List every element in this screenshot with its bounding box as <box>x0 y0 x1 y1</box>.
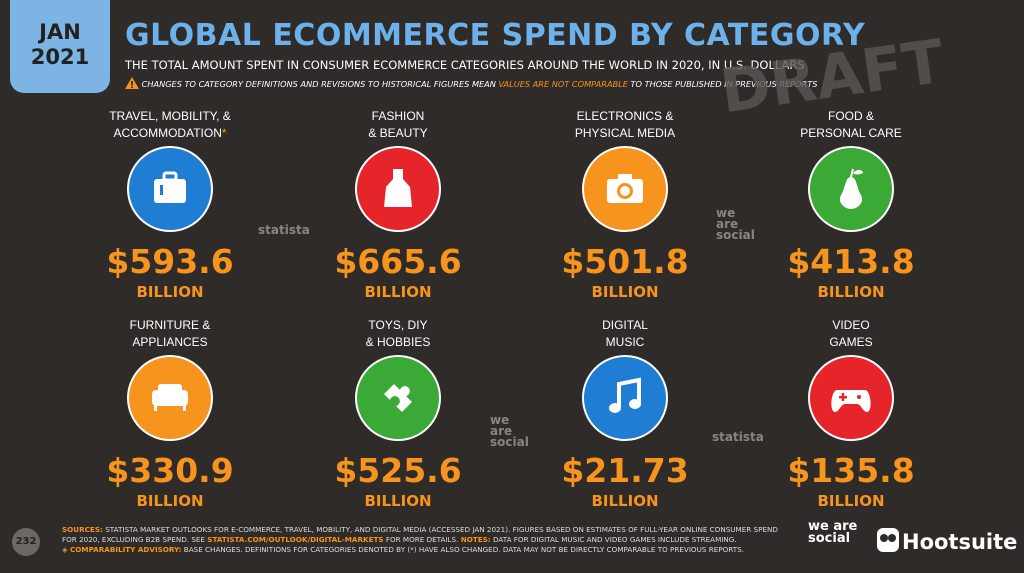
label-line: PERSONAL CARE <box>800 126 902 140</box>
category-value: $593.6 <box>106 242 234 281</box>
label-line: FOOD & <box>827 109 874 123</box>
watermark: statista <box>258 223 310 237</box>
category-unit: BILLION <box>591 492 659 510</box>
label-line: FASHION <box>371 109 425 123</box>
category-label: TOYS, DIY & HOBBIES <box>288 317 508 351</box>
category-tile: VIDEO GAMES $135.8 BILLION <box>741 317 961 511</box>
date-box: JAN 2021 <box>10 0 110 93</box>
category-icon <box>355 146 441 232</box>
hootsuite-owl <box>877 528 899 552</box>
label: NOTES: <box>460 535 491 544</box>
label-line: GAMES <box>829 335 873 349</box>
category-value: $21.73 <box>561 451 689 490</box>
title: GLOBAL ECOMMERCE SPEND BY CATEGORY <box>125 18 866 53</box>
label-line: MUSIC <box>605 335 645 349</box>
warning-text: CHANGES TO CATEGORY DEFINITIONS AND REVI… <box>141 79 499 89</box>
label-line: FURNITURE & <box>129 318 211 332</box>
label-line: & BEAUTY <box>368 126 428 140</box>
warning-text: TO THOSE PUBLISHED IN PREVIOUS REPORTS <box>627 79 818 89</box>
logo-hootsuite: Hootsuite <box>902 530 1018 554</box>
label-line: TRAVEL, MOBILITY, & <box>109 109 231 123</box>
category-icon <box>808 146 894 232</box>
category-label: VIDEO GAMES <box>741 317 961 351</box>
asterisk: * <box>221 126 227 140</box>
category-tile: ELECTRONICS & PHYSICAL MEDIA $501.8 BILLION <box>515 108 735 302</box>
category-unit: BILLION <box>136 492 204 510</box>
category-value: $413.8 <box>787 242 915 281</box>
label-line: & HOBBIES <box>365 335 431 349</box>
category-value: $525.6 <box>334 451 462 490</box>
category-label: FASHION & BEAUTY <box>288 108 508 142</box>
date-month: JAN <box>39 20 81 44</box>
category-tile: FOOD & PERSONAL CARE $413.8 BILLION <box>741 108 961 302</box>
category-label: FURNITURE & APPLIANCES <box>60 317 280 351</box>
category-unit: BILLION <box>817 492 885 510</box>
label: SOURCES: <box>62 525 103 534</box>
category-icon <box>582 146 668 232</box>
label-line: APPLIANCES <box>132 335 208 349</box>
label-line: DIGITAL <box>602 318 648 332</box>
footer-notes: SOURCES: STATISTA MARKET OUTLOOKS FOR E-… <box>62 525 782 555</box>
category-unit: BILLION <box>591 283 659 301</box>
date-year: 2021 <box>30 45 90 69</box>
label-line: TOYS, DIY <box>368 318 428 332</box>
label: ◈ COMPARABILITY ADVISORY: <box>62 545 182 554</box>
watermark: statista <box>712 430 764 444</box>
category-icon <box>582 355 668 441</box>
watermark: we are social <box>490 413 529 449</box>
category-tile: TOYS, DIY & HOBBIES $525.6 BILLION <box>288 317 508 511</box>
category-label: ELECTRONICS & PHYSICAL MEDIA <box>515 108 735 142</box>
warning-highlight: VALUES ARE NOT COMPARABLE <box>498 79 628 89</box>
category-value: $501.8 <box>561 242 689 281</box>
category-tile: FASHION & BEAUTY $665.6 BILLION <box>288 108 508 302</box>
category-unit: BILLION <box>136 283 204 301</box>
category-unit: BILLION <box>817 283 885 301</box>
label-line: ELECTRONICS & <box>576 109 674 123</box>
warning: CHANGES TO CATEGORY DEFINITIONS AND REVI… <box>125 77 817 89</box>
category-icon <box>355 355 441 441</box>
category-value: $135.8 <box>787 451 915 490</box>
text: STATISTA MARKET OUTLOOKS FOR E-COMMERCE,… <box>62 525 778 544</box>
text: FOR MORE DETAILS. <box>383 535 461 544</box>
watermark: we are social <box>716 206 755 242</box>
category-value: $665.6 <box>334 242 462 281</box>
category-value: $330.9 <box>106 451 234 490</box>
category-tile: DIGITAL MUSIC $21.73 BILLION <box>515 317 735 511</box>
category-tile: FURNITURE & APPLIANCES $330.9 BILLION <box>60 317 280 511</box>
category-icon <box>127 355 213 441</box>
text: DATA FOR DIGITAL MUSIC AND VIDEO GAMES I… <box>490 535 737 544</box>
link: STATISTA.COM/OUTLOOK/DIGITAL-MARKETS <box>207 535 384 544</box>
category-icon <box>808 355 894 441</box>
category-label: TRAVEL, MOBILITY, & ACCOMMODATION* <box>60 108 280 142</box>
warning-icon <box>125 77 139 89</box>
category-unit: BILLION <box>364 283 432 301</box>
label-line: VIDEO <box>832 318 870 332</box>
logo-we-are-social: we are social <box>808 519 858 546</box>
label-line: PHYSICAL MEDIA <box>574 126 676 140</box>
category-label: FOOD & PERSONAL CARE <box>741 108 961 142</box>
page-number: 232 <box>12 528 40 556</box>
subtitle: THE TOTAL AMOUNT SPENT IN CONSUMER ECOMM… <box>125 58 805 72</box>
category-label: DIGITAL MUSIC <box>515 317 735 351</box>
category-icon <box>127 146 213 232</box>
category-tile: TRAVEL, MOBILITY, & ACCOMMODATION* $593.6 B… <box>60 108 280 302</box>
text: BASE CHANGES. DEFINITIONS FOR CATEGORIES… <box>181 545 744 554</box>
label-line: ACCOMMODATION <box>113 126 222 140</box>
category-unit: BILLION <box>364 492 432 510</box>
